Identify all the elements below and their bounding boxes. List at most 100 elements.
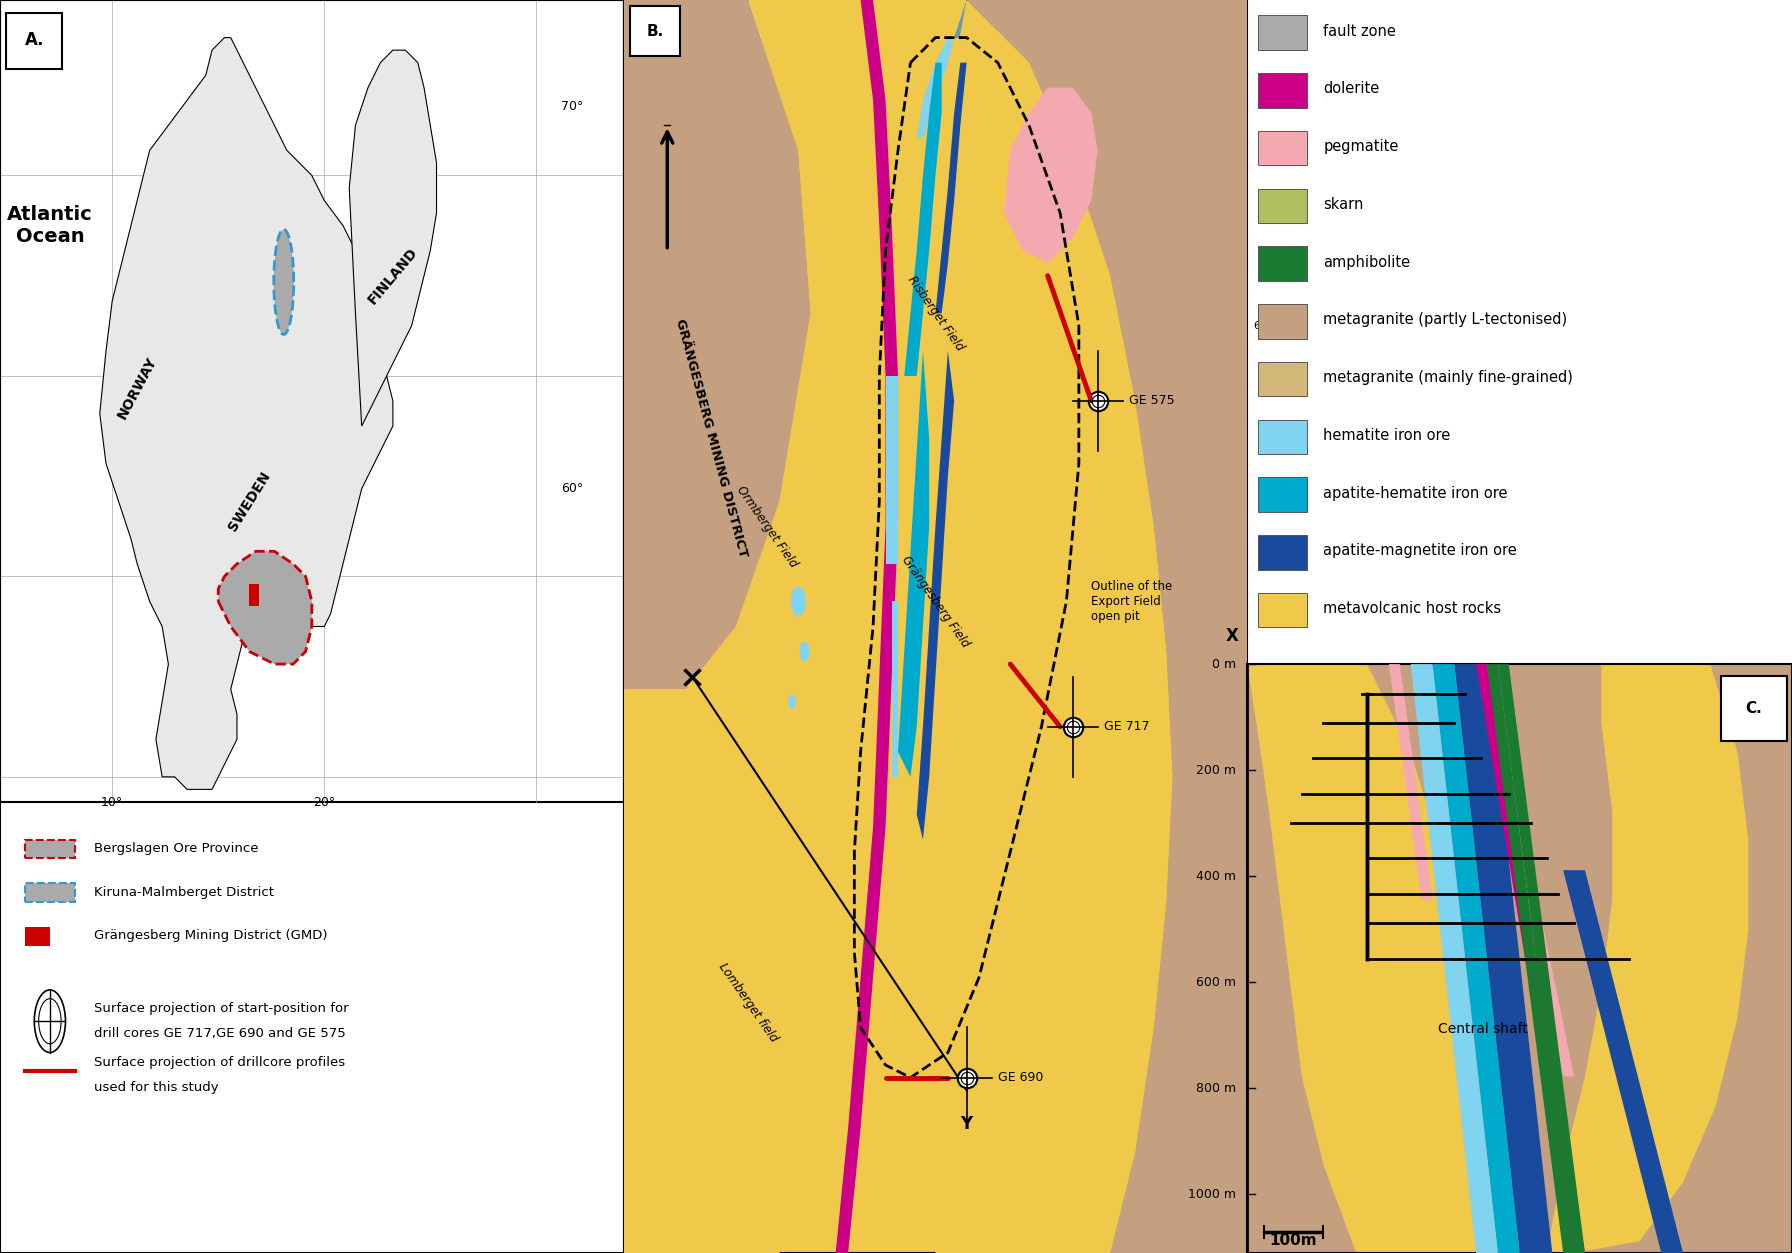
Text: apatite-magnetite iron ore: apatite-magnetite iron ore [1324,544,1518,559]
Text: Risberget Field: Risberget Field [905,273,966,353]
Bar [624,0,1247,38]
Text: Kiruna-Malmberget District: Kiruna-Malmberget District [93,886,274,898]
Text: B.: B. [647,24,663,39]
Bar [1258,420,1306,454]
Polygon shape [1546,664,1749,1253]
Text: GE 575: GE 575 [1129,395,1174,407]
Text: 60°4'30"N: 60°4'30"N [1253,722,1310,732]
Polygon shape [918,351,953,840]
Polygon shape [1410,664,1498,1253]
Bar [1229,125,1247,251]
Text: Ormberget Field: Ormberget Field [735,484,799,569]
Bar [25,927,50,946]
Polygon shape [892,601,898,777]
Text: apatite-hematite iron ore: apatite-hematite iron ore [1324,486,1509,501]
Polygon shape [274,229,294,335]
Polygon shape [624,0,966,1253]
Bar [249,584,258,606]
Bar [873,0,935,38]
Text: fault zone: fault zone [1324,24,1396,39]
Polygon shape [1509,812,1573,1076]
Text: 0 m: 0 m [1211,658,1236,670]
Text: Bergslagen Ore Province: Bergslagen Ore Province [93,842,258,855]
Text: pegmatite: pegmatite [1324,139,1400,154]
Polygon shape [935,0,1172,1253]
Text: 400 m: 400 m [1197,870,1236,882]
Circle shape [34,990,66,1053]
Polygon shape [1477,664,1584,1253]
Text: 20°: 20° [314,796,335,808]
Bar [0,0,624,802]
Polygon shape [1487,664,1573,1253]
Text: metavolcanic host rocks: metavolcanic host rocks [1324,601,1502,616]
Text: metagranite (mainly fine-grained): metagranite (mainly fine-grained) [1324,370,1573,385]
Text: Lomberget field: Lomberget field [717,961,781,1044]
Text: C.: C. [1745,700,1762,715]
Polygon shape [25,840,75,858]
Bar [1258,304,1306,338]
Polygon shape [100,38,392,789]
Text: 600 m: 600 m [1197,976,1236,989]
Text: Grängesberg Mining District (GMD): Grängesberg Mining District (GMD) [93,930,328,942]
Text: 70°: 70° [561,100,584,113]
Polygon shape [885,376,898,564]
Polygon shape [219,551,312,664]
Text: Surface projection of start-position for: Surface projection of start-position for [93,1002,348,1015]
Text: X: X [1226,626,1238,644]
Bar [1229,376,1247,501]
Polygon shape [1432,664,1520,1253]
Polygon shape [905,63,941,376]
Circle shape [788,694,796,709]
Text: 100m: 100m [1271,1233,1317,1248]
Bar [1258,593,1306,628]
Polygon shape [1455,664,1552,1253]
Bar [1258,130,1306,165]
Bar [1229,877,1247,1002]
Bar [629,6,679,56]
Circle shape [39,999,61,1044]
Polygon shape [935,63,966,313]
Text: A.: A. [25,31,45,49]
Text: Grängesberg Field: Grängesberg Field [900,554,971,649]
Text: dolerite: dolerite [1324,81,1380,96]
Polygon shape [1004,88,1097,263]
Polygon shape [624,0,810,689]
Text: SWEDEN: SWEDEN [226,469,272,534]
Text: 60°: 60° [561,482,584,495]
Bar [749,0,810,38]
Bar [1258,362,1306,396]
Text: 60°5'0"N: 60°5'0"N [1253,321,1305,331]
Bar [1122,0,1185,38]
Bar [1229,626,1247,752]
Text: hematite iron ore: hematite iron ore [1324,429,1452,444]
Bar [1258,535,1306,570]
Text: 1000 m: 1000 m [1188,1188,1236,1200]
Text: skarn: skarn [1324,197,1364,212]
Polygon shape [349,50,437,426]
Text: Atlantic
Ocean: Atlantic Ocean [7,205,93,246]
Polygon shape [966,0,1247,1253]
Bar [1229,1128,1247,1253]
Circle shape [790,586,806,616]
Bar [1258,73,1306,108]
Text: GE 690: GE 690 [998,1071,1043,1084]
Text: amphibolite: amphibolite [1324,254,1410,269]
Bar [1258,15,1306,50]
Polygon shape [918,38,953,138]
Circle shape [799,642,810,662]
Text: GRÄNGESBERG MINING DISTRICT: GRÄNGESBERG MINING DISTRICT [672,318,749,559]
Text: FINLAND: FINLAND [366,244,421,307]
Text: Central shaft: Central shaft [1437,1022,1529,1036]
Text: Outline of the
Export Field
open pit: Outline of the Export Field open pit [1091,580,1172,623]
Bar [998,0,1061,38]
Polygon shape [25,883,75,902]
Bar [5,13,63,69]
Polygon shape [1563,870,1683,1253]
Text: GE 717: GE 717 [1104,720,1149,733]
Text: 200 m: 200 m [1197,763,1236,777]
Text: Surface projection of drillcore profiles: Surface projection of drillcore profiles [93,1056,344,1069]
Text: NORWAY: NORWAY [115,355,159,422]
Polygon shape [1247,664,1530,1253]
Text: metagranite (partly L-tectonised): metagranite (partly L-tectonised) [1324,312,1568,327]
Text: 10°: 10° [100,796,124,808]
